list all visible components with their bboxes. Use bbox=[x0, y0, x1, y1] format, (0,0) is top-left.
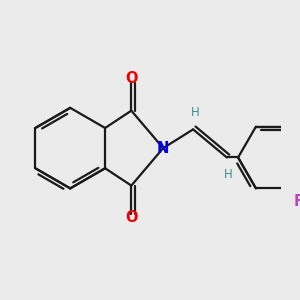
Text: H: H bbox=[224, 168, 233, 181]
Text: F: F bbox=[294, 194, 300, 209]
Text: O: O bbox=[125, 210, 138, 225]
Text: O: O bbox=[125, 71, 138, 86]
Text: N: N bbox=[157, 141, 169, 156]
Text: H: H bbox=[190, 106, 200, 119]
